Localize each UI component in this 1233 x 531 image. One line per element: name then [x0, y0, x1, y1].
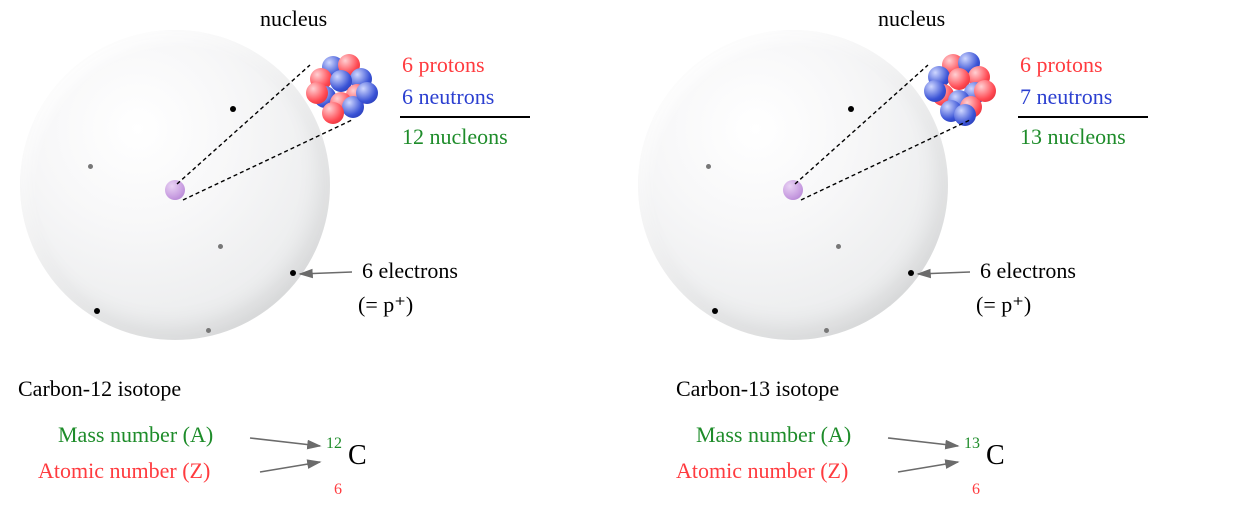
element-symbol: 12 6 C [326, 432, 342, 500]
electron-icon [824, 328, 829, 333]
electrons-label: 6 electrons [980, 258, 1076, 284]
atomic-number: 6 [334, 481, 342, 498]
electron-icon [218, 244, 223, 249]
divider-line [1018, 116, 1148, 118]
pplus-label: (= p⁺) [358, 292, 413, 318]
electron-icon [706, 164, 711, 169]
neutron-icon [356, 82, 378, 104]
electrons-label: 6 electrons [362, 258, 458, 284]
atom-sphere [638, 30, 948, 340]
atomic-number-label: Atomic number (Z) [38, 458, 210, 484]
electron-icon [848, 106, 854, 112]
nucleus-label: nucleus [260, 6, 327, 32]
mass-number-label: Mass number (A) [58, 422, 213, 448]
proton-icon [306, 82, 328, 104]
divider-line [400, 116, 530, 118]
proton-icon [974, 80, 996, 102]
neutron-icon [954, 104, 976, 126]
element-symbol: 13 6 C [964, 432, 980, 500]
electron-icon [712, 308, 718, 314]
electron-icon [908, 270, 914, 276]
nucleus-label: nucleus [878, 6, 945, 32]
neutrons-text: 7 neutrons [1020, 82, 1112, 112]
panel-c13: nucleus 6 protons 7 neutrons 13 nucleons… [618, 0, 1228, 531]
electron-icon [836, 244, 841, 249]
pplus-label: (= p⁺) [976, 292, 1031, 318]
element-letter: C [348, 440, 367, 472]
nucleus-center-icon [165, 180, 185, 200]
mass-number: 12 [326, 435, 342, 452]
mass-number: 13 [964, 435, 980, 452]
isotope-name: Carbon-12 isotope [18, 376, 181, 402]
nucleus-cluster-icon [300, 48, 380, 128]
electron-icon [206, 328, 211, 333]
neutron-icon [924, 80, 946, 102]
panel-c12: nucleus 6 protons 6 neutrons 12 nucleons… [0, 0, 610, 531]
nucleus-center-icon [783, 180, 803, 200]
atomic-number: 6 [972, 481, 980, 498]
mass-number-label: Mass number (A) [696, 422, 851, 448]
protons-text: 6 protons [402, 50, 485, 80]
electron-icon [88, 164, 93, 169]
element-letter: C [986, 440, 1005, 472]
protons-text: 6 protons [1020, 50, 1103, 80]
electron-icon [290, 270, 296, 276]
atomic-number-label: Atomic number (Z) [676, 458, 848, 484]
isotope-name: Carbon-13 isotope [676, 376, 839, 402]
nucleus-cluster-icon [918, 48, 998, 128]
atom-sphere [20, 30, 330, 340]
nucleons-text: 12 nucleons [402, 122, 508, 152]
proton-icon [322, 102, 344, 124]
neutrons-text: 6 neutrons [402, 82, 494, 112]
electron-icon [94, 308, 100, 314]
nucleons-text: 13 nucleons [1020, 122, 1126, 152]
electron-icon [230, 106, 236, 112]
